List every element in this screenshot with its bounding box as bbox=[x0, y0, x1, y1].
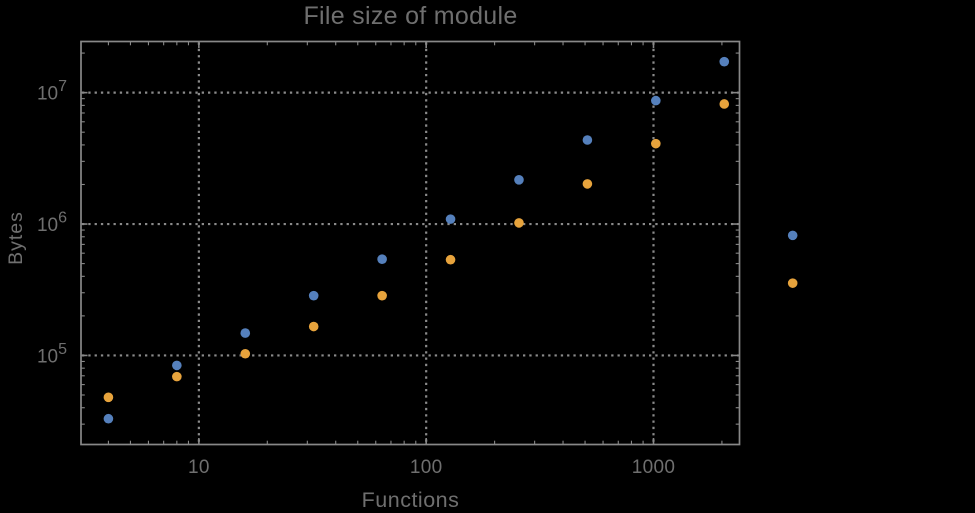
data-point-orange bbox=[103, 392, 114, 403]
data-point-blue bbox=[172, 360, 182, 371]
data-point-blue bbox=[103, 413, 114, 424]
data-point-orange bbox=[172, 371, 182, 382]
y-tick-label: 106 bbox=[37, 210, 67, 237]
data-point-blue bbox=[514, 175, 524, 185]
chart-title: File size of module bbox=[303, 2, 518, 30]
data-point-orange bbox=[514, 218, 524, 228]
data-point-blue bbox=[719, 56, 730, 67]
x-tick-label: 10 bbox=[188, 457, 210, 478]
data-point-blue bbox=[308, 290, 319, 301]
data-point-orange bbox=[308, 321, 319, 332]
data-point-blue bbox=[377, 254, 387, 265]
x-tick-label: 1000 bbox=[632, 457, 675, 478]
data-point-orange bbox=[582, 179, 593, 189]
data-point-blue bbox=[651, 95, 661, 106]
data-point-orange bbox=[445, 254, 456, 265]
data-point-blue bbox=[240, 328, 251, 338]
data-point-orange bbox=[377, 290, 387, 301]
data-point-blue bbox=[787, 230, 798, 241]
data-point-orange bbox=[240, 348, 251, 359]
plot-frame bbox=[80, 40, 741, 446]
y-tick-label: 107 bbox=[37, 78, 67, 105]
data-point-blue bbox=[582, 135, 593, 145]
data-point-blue bbox=[445, 214, 456, 224]
data-point-orange bbox=[651, 138, 661, 149]
x-tick-label: 100 bbox=[410, 457, 443, 478]
x-axis-label: Functions bbox=[361, 488, 460, 512]
data-point-orange bbox=[719, 99, 730, 109]
y-tick-label: 105 bbox=[37, 341, 67, 368]
data-point-orange bbox=[787, 278, 798, 288]
